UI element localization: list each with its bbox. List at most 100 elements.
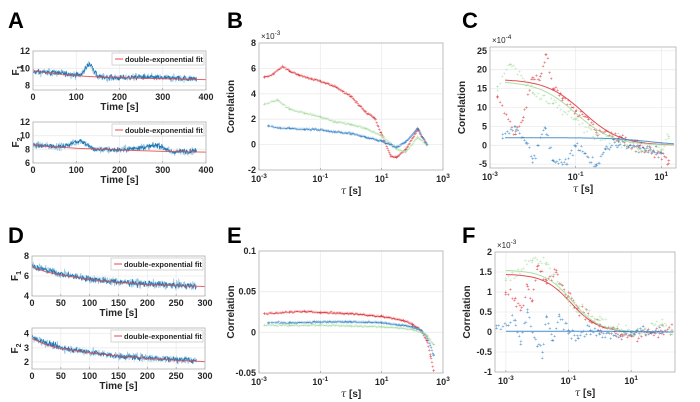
- data-point-blue: +: [620, 135, 623, 141]
- data-point-blue: +: [397, 323, 400, 329]
- data-point-red: +: [518, 303, 521, 309]
- axes-box: [258, 250, 444, 374]
- data-point-blue: +: [573, 143, 576, 149]
- data-point-green: +: [352, 324, 355, 330]
- data-point-green: +: [320, 116, 323, 122]
- data-point-blue: +: [645, 334, 648, 340]
- data-point-red: +: [325, 310, 328, 316]
- tick-base: 10: [482, 172, 492, 182]
- data-point-blue: +: [513, 318, 516, 324]
- data-point-blue: +: [400, 323, 403, 329]
- data-point-red: +: [666, 162, 669, 168]
- data-point-green: +: [285, 105, 288, 111]
- data-point-blue: +: [342, 131, 345, 137]
- data-point-red: +: [519, 308, 522, 314]
- data-point-green: +: [567, 110, 570, 116]
- data-point-blue: +: [608, 148, 611, 154]
- data-point-green: +: [372, 130, 375, 136]
- data-point-green: +: [409, 143, 412, 149]
- data-point-green: +: [338, 120, 341, 126]
- data-point-red: +: [657, 150, 660, 156]
- data-point-green: +: [517, 267, 520, 273]
- data-point-blue: +: [388, 322, 391, 328]
- data-point-green: +: [371, 130, 374, 136]
- data-point-green: +: [569, 303, 572, 309]
- data-point-blue: +: [528, 146, 531, 152]
- data-point-blue: +: [558, 312, 561, 318]
- data-point-green: +: [667, 134, 670, 140]
- data-point-green: +: [421, 139, 424, 145]
- data-point-green: +: [668, 326, 671, 332]
- data-point-red: +: [265, 74, 268, 80]
- data-point-blue: +: [270, 320, 273, 326]
- data-point-blue: +: [409, 324, 412, 330]
- data-point-green: +: [505, 67, 508, 73]
- data-point-green: +: [647, 146, 650, 152]
- data-point-green: +: [414, 137, 417, 143]
- data-point-blue: +: [313, 319, 316, 325]
- data-point-blue: +: [425, 334, 428, 340]
- data-point-green: +: [324, 116, 327, 122]
- data-point-green: +: [576, 310, 579, 316]
- data-point-blue: +: [309, 320, 312, 326]
- data-point-red: +: [344, 311, 347, 317]
- data-point-blue: +: [427, 338, 430, 344]
- data-point-green: +: [380, 325, 383, 331]
- data-point-blue: +: [303, 320, 306, 326]
- data-point-blue: +: [296, 127, 299, 133]
- data-point-green: +: [542, 256, 545, 262]
- data-point-blue: +: [379, 320, 382, 326]
- data-point-green: +: [407, 146, 410, 152]
- data-point-blue: +: [395, 145, 398, 151]
- fit-line: [32, 266, 205, 287]
- data-point-blue: +: [382, 140, 385, 146]
- data-point-blue: +: [307, 127, 310, 133]
- data-point-green: +: [417, 329, 420, 335]
- data-point-blue: +: [359, 134, 362, 140]
- data-point-green: +: [394, 325, 397, 331]
- data-point-blue: +: [567, 332, 570, 338]
- data-point-red: +: [303, 309, 306, 315]
- data-point-red: +: [311, 77, 314, 83]
- data-point-red: +: [503, 111, 506, 117]
- data-point-blue: +: [632, 143, 635, 149]
- x-tick-label: 10-3: [251, 173, 267, 184]
- data-point-green: +: [640, 331, 643, 337]
- data-point-red: +: [652, 148, 655, 154]
- data-point-green: +: [312, 113, 315, 119]
- data-point-red: +: [292, 71, 295, 77]
- data-point-blue: +: [413, 326, 416, 332]
- data-point-red: +: [286, 310, 289, 316]
- data-point-blue: +: [661, 330, 664, 336]
- data-point-green: +: [525, 84, 528, 90]
- data-point-green: +: [366, 127, 369, 133]
- data-point-red: +: [290, 310, 293, 316]
- data-point-blue: +: [334, 130, 337, 136]
- data-point-red: +: [531, 75, 534, 81]
- data-point-red: +: [545, 278, 548, 284]
- data-point-red: +: [407, 320, 410, 326]
- y-tick-label: 2: [251, 114, 256, 124]
- data-point-blue: +: [604, 335, 607, 341]
- data-point-red: +: [429, 355, 432, 361]
- data-point-blue: +: [387, 141, 390, 147]
- data-point-green: +: [425, 334, 428, 340]
- data-point-blue: +: [576, 141, 579, 147]
- data-point-red: +: [367, 111, 370, 117]
- data-point-green: +: [569, 108, 572, 114]
- data-point-blue: +: [296, 320, 299, 326]
- data-point-blue: +: [329, 129, 332, 135]
- data-point-blue: +: [643, 330, 646, 336]
- data-point-red: +: [518, 124, 521, 130]
- data-point-green: +: [293, 323, 296, 329]
- data-point-red: +: [563, 288, 566, 294]
- data-point-red: +: [419, 132, 422, 138]
- data-point-red: +: [383, 315, 386, 321]
- data-point-blue: +: [428, 341, 431, 347]
- data-point-green: +: [380, 325, 383, 331]
- data-point-red: +: [313, 310, 316, 316]
- data-point-red: +: [419, 328, 422, 334]
- data-point-red: +: [430, 356, 433, 362]
- data-point-green: +: [416, 135, 419, 141]
- data-point-blue: +: [385, 321, 388, 327]
